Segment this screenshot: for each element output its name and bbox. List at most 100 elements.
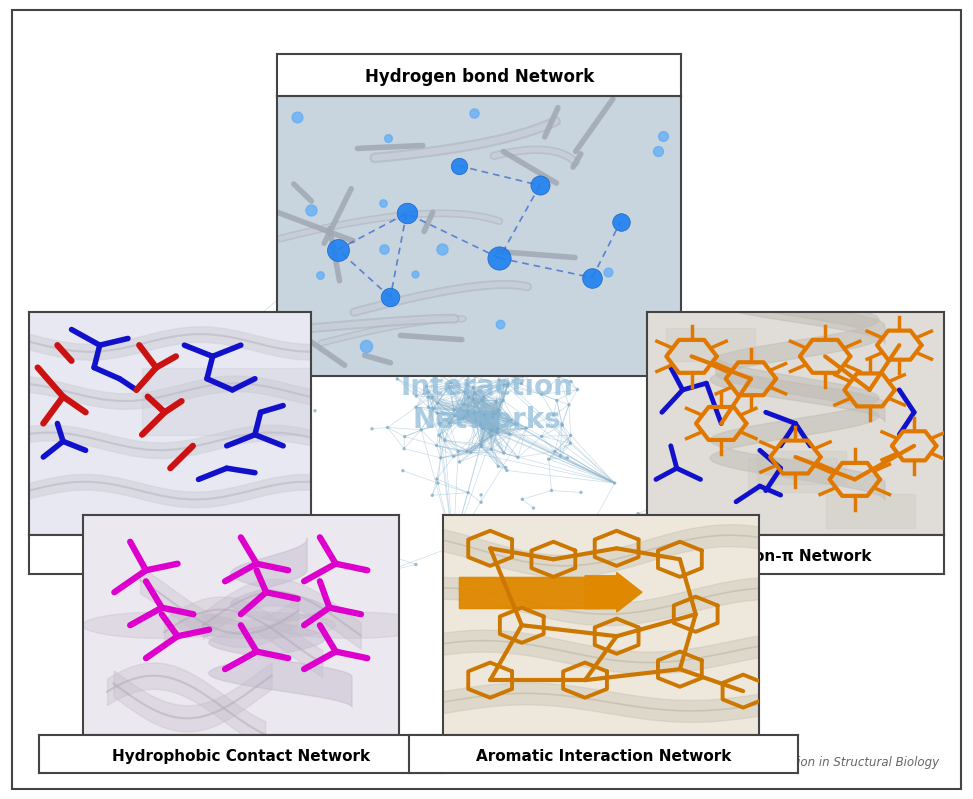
Point (289, 110, 305, 123)
Point (534, 388, 550, 401)
Point (691, 351, 706, 364)
Point (484, 430, 499, 443)
Point (585, 271, 600, 284)
Point (460, 369, 476, 382)
Point (230, 431, 245, 443)
Point (474, 417, 489, 430)
Point (492, 317, 508, 330)
Text: Current Opinion in Structural Biology: Current Opinion in Structural Biology (721, 756, 939, 769)
Point (480, 415, 495, 428)
Point (592, 587, 607, 600)
Point (481, 411, 496, 423)
Point (477, 408, 492, 421)
Point (420, 391, 436, 403)
Point (529, 360, 545, 373)
Point (569, 572, 585, 585)
Point (556, 582, 571, 595)
Point (710, 326, 726, 339)
Text: Hydrophobic Contact Network: Hydrophobic Contact Network (112, 749, 370, 764)
Point (496, 378, 512, 391)
Point (286, 523, 302, 536)
Point (303, 203, 318, 216)
Point (496, 221, 512, 234)
Point (456, 398, 472, 411)
Point (451, 251, 467, 264)
Point (485, 411, 500, 423)
Point (408, 558, 423, 570)
Point (631, 507, 646, 520)
Point (553, 450, 568, 463)
Point (460, 487, 476, 499)
Point (461, 407, 477, 420)
Point (424, 489, 440, 502)
Point (485, 407, 500, 419)
Point (395, 464, 411, 477)
Point (488, 426, 504, 439)
Point (534, 430, 550, 443)
Point (490, 406, 506, 419)
Point (561, 399, 577, 411)
Point (510, 202, 525, 215)
Point (549, 348, 564, 360)
Point (515, 370, 530, 383)
Point (490, 427, 506, 439)
Point (452, 403, 468, 415)
Point (670, 508, 686, 521)
Point (489, 423, 505, 435)
Point (380, 132, 396, 145)
Point (451, 455, 467, 468)
Point (562, 437, 578, 450)
Point (473, 496, 488, 509)
Point (430, 477, 446, 490)
Point (677, 426, 693, 439)
Point (498, 461, 514, 474)
Point (584, 273, 599, 286)
Point (660, 407, 675, 420)
Point (399, 207, 414, 220)
Point (433, 451, 449, 464)
Point (563, 376, 579, 388)
Point (451, 160, 467, 173)
Point (442, 416, 457, 429)
Polygon shape (178, 612, 336, 638)
Point (488, 395, 504, 407)
Point (510, 451, 525, 463)
Point (661, 381, 676, 394)
Point (425, 403, 441, 415)
Point (532, 179, 548, 192)
Point (555, 419, 570, 431)
Point (468, 355, 484, 368)
Point (311, 268, 327, 281)
Point (466, 407, 482, 419)
Point (600, 265, 616, 278)
Point (607, 477, 623, 490)
Point (490, 460, 506, 473)
Point (564, 201, 580, 214)
Point (437, 434, 452, 447)
Point (501, 299, 517, 312)
Point (525, 502, 541, 515)
Point (358, 340, 374, 352)
Point (495, 394, 511, 407)
Point (544, 484, 559, 497)
Point (490, 423, 506, 435)
Point (408, 268, 423, 280)
Text: Salt Bridge Network: Salt Bridge Network (84, 549, 257, 564)
Point (532, 332, 548, 344)
Point (486, 337, 502, 350)
Point (432, 417, 448, 430)
Point (465, 393, 481, 406)
Point (446, 540, 461, 553)
Point (308, 581, 324, 594)
Point (418, 380, 434, 393)
Text: Interaction
Networks: Interaction Networks (400, 373, 573, 434)
Point (429, 439, 445, 452)
Point (467, 386, 483, 399)
Point (277, 490, 293, 503)
Point (480, 412, 495, 425)
Point (457, 385, 473, 398)
Point (317, 341, 333, 354)
Point (396, 443, 412, 455)
Point (429, 407, 445, 419)
Point (578, 529, 594, 542)
